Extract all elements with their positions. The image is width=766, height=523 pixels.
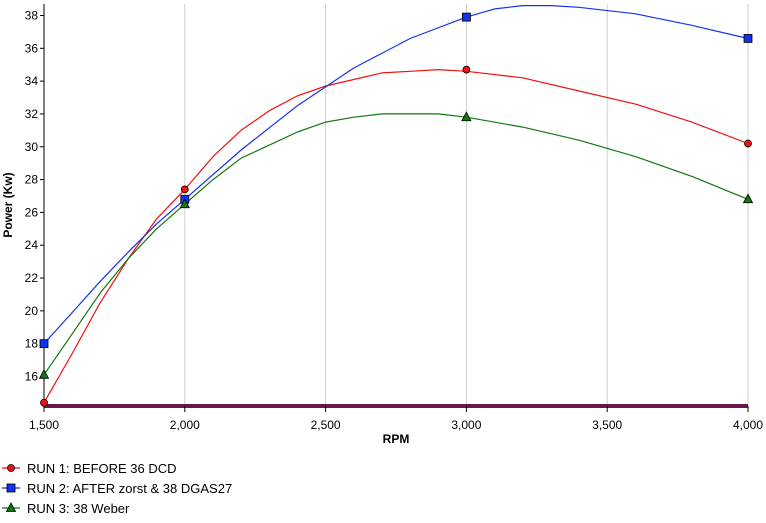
data-point-run-2 xyxy=(461,12,471,22)
y-tick-label: 34 xyxy=(25,74,39,88)
y-tick-label: 32 xyxy=(25,107,39,121)
data-point-run-2 xyxy=(39,339,49,349)
y-tick-label: 30 xyxy=(25,140,39,154)
y-tick-label: 22 xyxy=(25,271,39,285)
legend: RUN 1: BEFORE 36 DCD RUN 2: AFTER zorst &… xyxy=(2,461,232,516)
axes xyxy=(40,4,749,412)
data-point-run-1 xyxy=(40,398,48,407)
series-lines xyxy=(43,4,749,403)
data-point-run-1 xyxy=(462,65,471,74)
x-tick-label: 2,000 xyxy=(170,418,200,432)
tick-labels: 16 18 20 22 24 26 28 30 32 34 36 38 1,500 2,000 2,500 3… xyxy=(25,8,764,432)
legend-marker-run-2 xyxy=(6,483,16,493)
data-point-run-1 xyxy=(744,139,752,148)
series-line-run-2 xyxy=(43,4,749,345)
data-point-run-3 xyxy=(742,193,754,204)
grid-lines xyxy=(43,4,749,406)
y-tick-label: 20 xyxy=(25,304,39,318)
data-point-run-3 xyxy=(38,368,50,379)
data-point-run-3 xyxy=(179,198,190,209)
legend-marker-run-3 xyxy=(5,502,17,512)
x-tick-label: 2,500 xyxy=(311,418,341,432)
y-tick-label: 38 xyxy=(25,8,39,22)
y-tick-label: 26 xyxy=(25,205,39,219)
data-point-run-3 xyxy=(461,111,472,122)
data-point-run-2 xyxy=(743,34,753,43)
y-tick-label: 36 xyxy=(25,41,39,55)
y-tick-label: 18 xyxy=(25,337,39,351)
x-tick-label: 3,500 xyxy=(592,418,622,432)
x-axis-title: RPM xyxy=(383,432,410,446)
series-markers xyxy=(38,12,754,407)
series-line-run-1 xyxy=(43,68,749,403)
x-tick-label: 1,500 xyxy=(29,418,59,432)
y-tick-label: 28 xyxy=(25,173,39,187)
y-axis-title: Power (Kw) xyxy=(1,172,15,237)
x-tick-label: 4,000 xyxy=(733,418,763,432)
series-line-run-3 xyxy=(43,113,749,376)
data-point-run-1 xyxy=(180,185,189,194)
y-tick-label: 16 xyxy=(25,369,39,383)
x-tick-label: 3,000 xyxy=(451,418,481,432)
legend-marker-run-1 xyxy=(7,464,15,472)
y-tick-label: 24 xyxy=(25,238,39,252)
legend-label-run-2: RUN 2: AFTER zorst & 38 DGAS27 xyxy=(27,481,232,496)
legend-label-run-3: RUN 3: 38 Weber xyxy=(27,501,130,516)
legend-label-run-1: RUN 1: BEFORE 36 DCD xyxy=(27,461,177,476)
